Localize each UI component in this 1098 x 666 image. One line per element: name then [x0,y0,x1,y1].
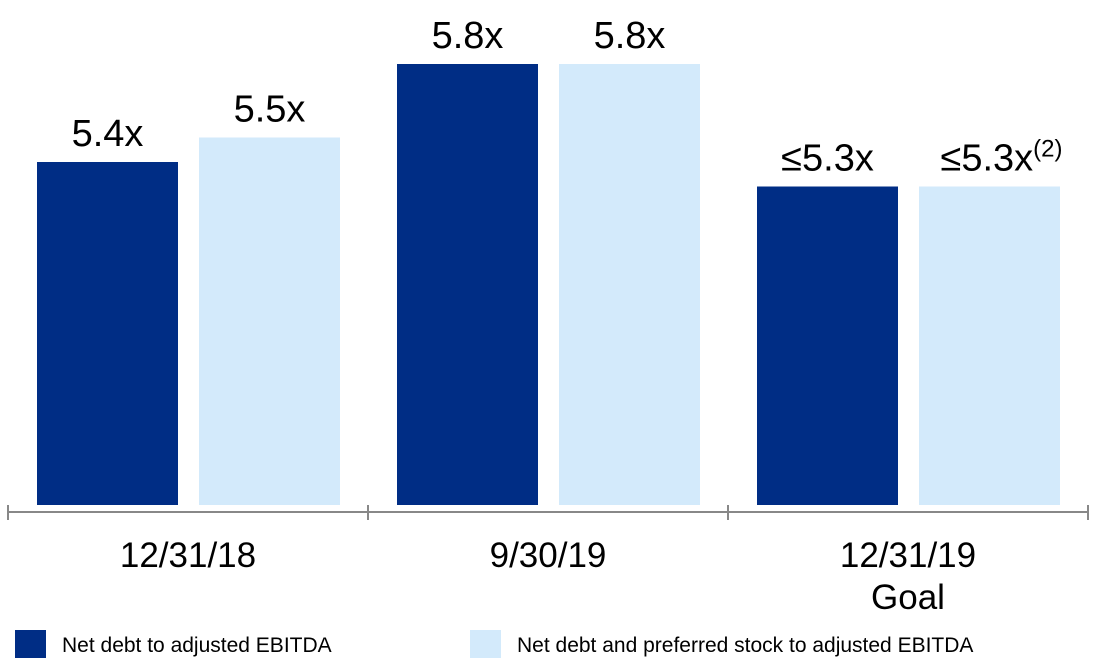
bar [37,162,178,505]
legend-swatch [15,630,46,658]
value-label: ≤5.3x(2) [940,136,1062,180]
value-label-text: ≤5.3x [781,138,874,180]
bar [757,186,898,505]
value-label: ≤5.3x [781,138,874,180]
legend-label: Net debt and preferred stock to adjusted… [517,634,973,657]
value-label-text: ≤5.3x [940,138,1033,180]
value-label-text: 5.4x [72,113,144,155]
x-tick-label: 12/31/19 Goal [839,536,977,617]
bar [397,64,538,505]
x-tick-label: 12/31/18 [119,536,257,575]
value-label-footnote: (2) [1033,136,1062,163]
value-label-text: 5.5x [234,89,306,131]
bar [559,64,700,505]
value-label: 5.5x [234,89,306,131]
value-label: 5.4x [72,113,144,155]
bar [199,137,340,505]
value-label-text: 5.8x [594,15,666,57]
legend-swatch [470,630,501,658]
value-label: 5.8x [594,15,666,57]
bar [919,186,1060,505]
x-tick-label: 9/30/19 [489,536,607,575]
value-label: 5.8x [432,15,504,57]
value-label-text: 5.8x [432,15,504,57]
legend-label: Net debt to adjusted EBITDA [62,634,332,657]
